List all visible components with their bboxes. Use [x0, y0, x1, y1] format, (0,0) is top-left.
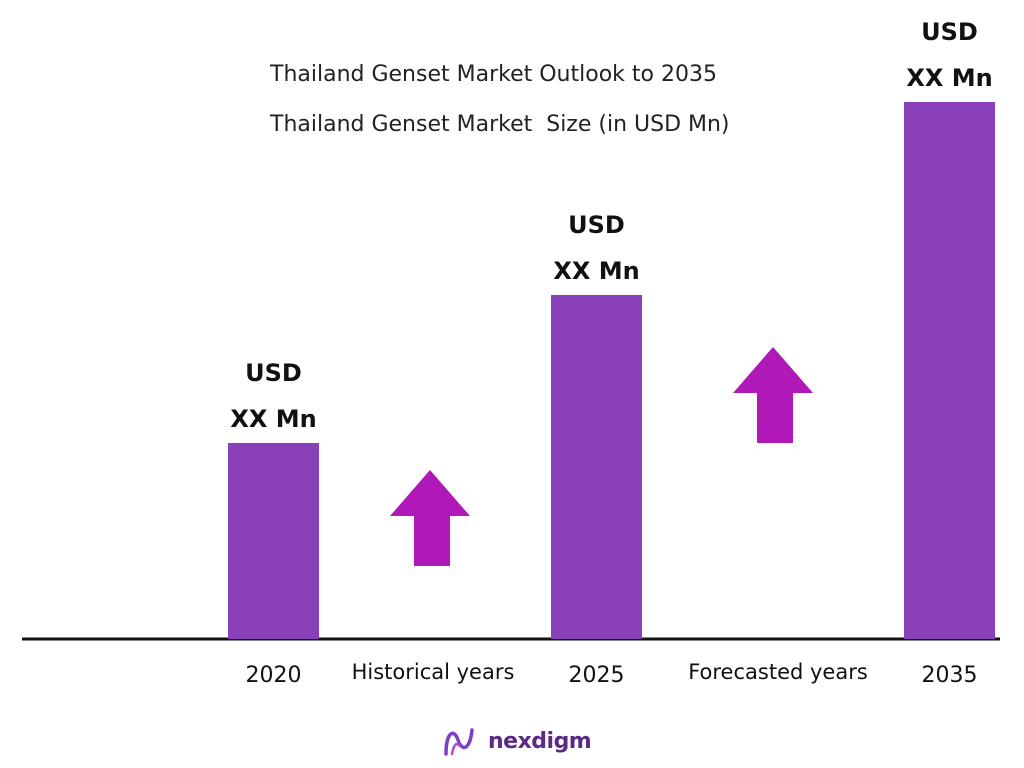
growth-arrow-historical	[390, 470, 470, 566]
bar-2035	[904, 102, 995, 639]
data-label-2020-line2: XX Mn	[230, 405, 316, 433]
x-tick-label-2035: 2035	[922, 663, 978, 688]
data-label-2035-line2: XX Mn	[906, 64, 992, 92]
chart-title: Thailand Genset Market Outlook to 2035	[270, 62, 717, 87]
bar-2020	[228, 443, 319, 639]
data-label-2035-line1: USD	[921, 18, 978, 46]
period-label-1: Historical years	[352, 660, 515, 684]
x-tick-label-2025: 2025	[569, 663, 625, 688]
growth-arrow-forecast	[733, 347, 813, 443]
data-label-2025-line1: USD	[568, 211, 625, 239]
brand-name: nexdigm	[488, 728, 592, 754]
data-label-2020-line1: USD	[245, 359, 302, 387]
nexdigm-logo-icon	[444, 728, 474, 756]
data-label-2025-line2: XX Mn	[553, 257, 639, 285]
x-tick-label-2020: 2020	[246, 663, 302, 688]
chart-subtitle: Thailand Genset Market Size (in USD Mn)	[270, 112, 730, 137]
bar-2025	[551, 295, 642, 639]
nexdigm-logo: nexdigm	[442, 724, 592, 758]
period-label-2: Forecasted years	[688, 660, 868, 684]
